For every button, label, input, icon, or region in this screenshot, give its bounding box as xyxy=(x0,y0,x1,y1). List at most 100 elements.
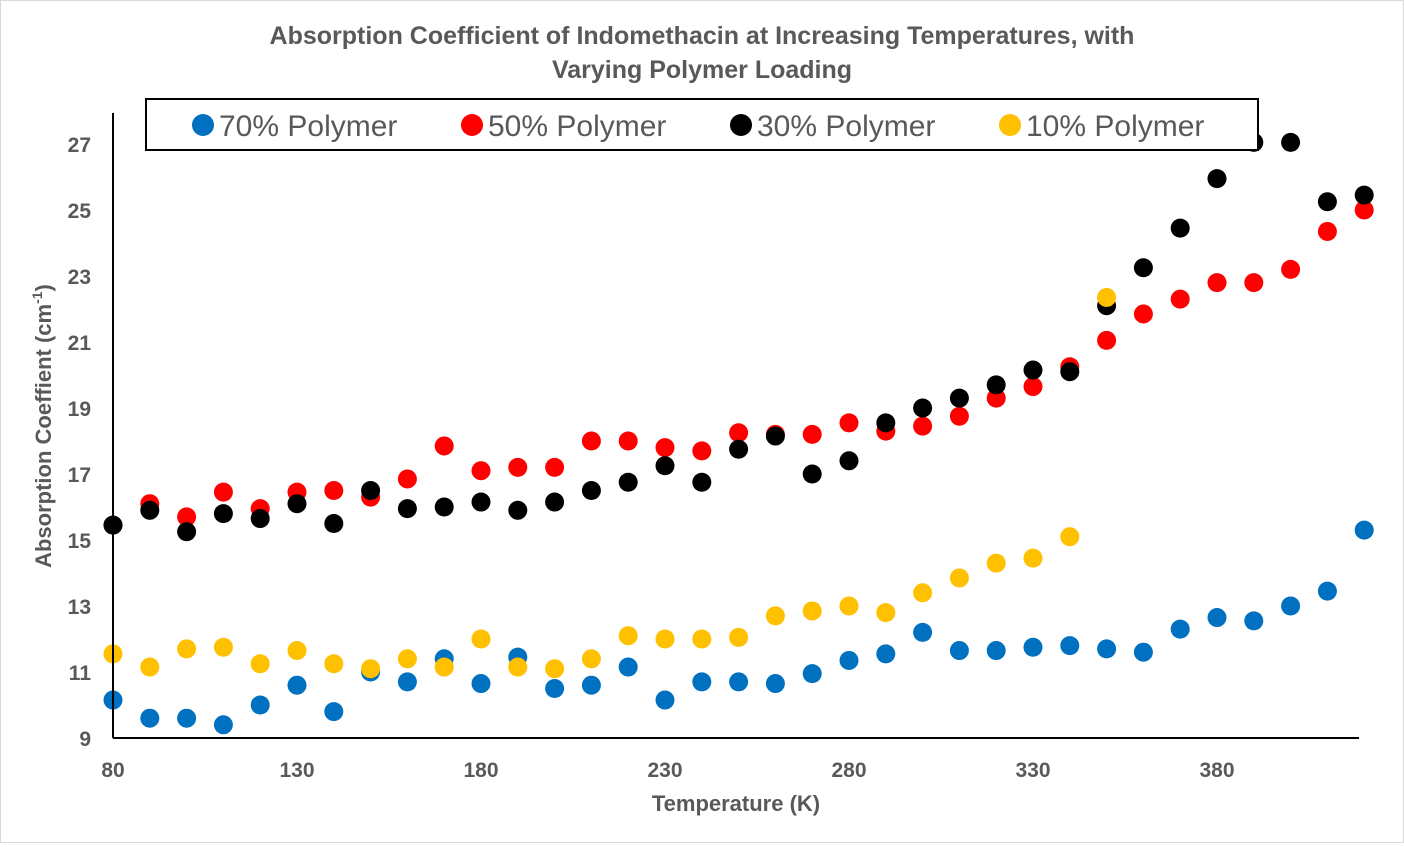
y-axis-label-main: Absorption Coeffient (cm xyxy=(31,304,56,568)
data-point xyxy=(1281,132,1301,152)
data-point xyxy=(250,654,270,674)
data-point xyxy=(618,626,638,646)
data-point xyxy=(913,583,933,603)
y-tick-label: 19 xyxy=(68,398,91,421)
x-axis-label: Temperature (K) xyxy=(652,791,820,816)
data-point xyxy=(581,675,601,695)
data-point xyxy=(1060,636,1080,656)
data-point xyxy=(655,456,675,476)
data-point xyxy=(1023,377,1043,397)
data-point xyxy=(949,388,969,408)
data-point xyxy=(434,497,454,517)
data-point xyxy=(545,659,565,679)
x-tick-label: 180 xyxy=(463,759,498,782)
x-tick-label: 130 xyxy=(279,759,314,782)
legend-item: 50% Polymer xyxy=(461,110,666,143)
data-point xyxy=(177,708,197,728)
data-point xyxy=(471,492,491,512)
data-point xyxy=(545,457,565,477)
legend-label: 30% Polymer xyxy=(757,110,935,143)
y-tick-label: 27 xyxy=(68,134,91,157)
data-point xyxy=(397,649,417,669)
data-point xyxy=(581,431,601,451)
data-point xyxy=(839,650,859,670)
data-point xyxy=(361,481,381,500)
data-point xyxy=(1133,258,1153,278)
data-point xyxy=(692,629,712,649)
data-point xyxy=(1354,200,1374,220)
data-point xyxy=(618,431,638,451)
data-point xyxy=(545,492,565,512)
legend: 70% Polymer 50% Polymer 30% Polymer 10% Pol… xyxy=(145,98,1259,151)
data-point xyxy=(324,514,344,533)
data-point xyxy=(1133,304,1153,324)
series-1 xyxy=(103,200,1374,535)
data-point xyxy=(1097,330,1117,350)
data-point xyxy=(913,416,933,436)
data-point xyxy=(692,441,712,461)
data-point xyxy=(1207,169,1227,189)
x-tick-labels: 80 130 180 230 280 330 380 xyxy=(101,759,1234,782)
y-tick-label: 9 xyxy=(79,728,91,751)
data-point xyxy=(1170,218,1190,238)
data-point xyxy=(434,657,454,677)
data-point xyxy=(618,472,638,492)
data-point xyxy=(802,601,822,621)
data-point xyxy=(1023,637,1043,657)
data-point xyxy=(324,702,344,722)
data-point xyxy=(250,509,270,529)
data-point xyxy=(1060,362,1080,382)
y-tick-labels: 9 11 13 15 17 19 21 23 25 27 xyxy=(68,134,92,751)
data-point xyxy=(140,657,160,677)
data-point xyxy=(1244,611,1264,631)
data-point xyxy=(913,398,933,418)
data-point xyxy=(729,423,749,443)
data-point xyxy=(1207,273,1227,293)
series-2 xyxy=(103,132,1374,542)
data-point xyxy=(986,388,1006,408)
legend-marker xyxy=(730,114,752,136)
data-point xyxy=(949,406,969,426)
data-point xyxy=(949,568,969,588)
data-point xyxy=(213,504,233,524)
data-point xyxy=(140,708,160,728)
data-point xyxy=(1097,639,1117,659)
data-point xyxy=(765,426,785,446)
data-point xyxy=(1023,360,1043,380)
data-point xyxy=(177,639,197,659)
data-point xyxy=(581,649,601,669)
data-point xyxy=(471,629,491,649)
data-point xyxy=(949,641,969,661)
data-point xyxy=(177,522,197,542)
data-point xyxy=(839,413,859,433)
data-point xyxy=(140,500,160,520)
data-point xyxy=(508,500,528,520)
data-point xyxy=(287,675,307,695)
data-point xyxy=(213,637,233,657)
data-point xyxy=(324,481,344,500)
data-point xyxy=(765,606,785,626)
y-tick-label: 15 xyxy=(68,530,92,553)
data-point xyxy=(508,657,528,677)
x-tick-label: 380 xyxy=(1199,759,1234,782)
legend-label: 50% Polymer xyxy=(488,110,666,143)
data-point xyxy=(213,715,233,735)
data-point xyxy=(876,603,896,623)
legend-marker xyxy=(999,114,1021,136)
y-tick-label: 13 xyxy=(68,596,91,619)
data-point xyxy=(839,596,859,616)
y-axis-label: Absorption Coeffient (cm-1) xyxy=(29,284,56,568)
legend-label: 10% Polymer xyxy=(1026,110,1204,143)
y-tick-label: 21 xyxy=(68,332,92,355)
data-point xyxy=(287,494,307,514)
data-point xyxy=(876,413,896,433)
data-point xyxy=(1317,581,1337,601)
y-axis-label-end: ) xyxy=(31,284,56,291)
data-point xyxy=(729,627,749,647)
data-point xyxy=(655,438,675,458)
data-point xyxy=(581,481,601,500)
legend-marker xyxy=(192,114,214,136)
data-point xyxy=(618,657,638,677)
data-point xyxy=(986,375,1006,395)
data-point xyxy=(986,641,1006,661)
